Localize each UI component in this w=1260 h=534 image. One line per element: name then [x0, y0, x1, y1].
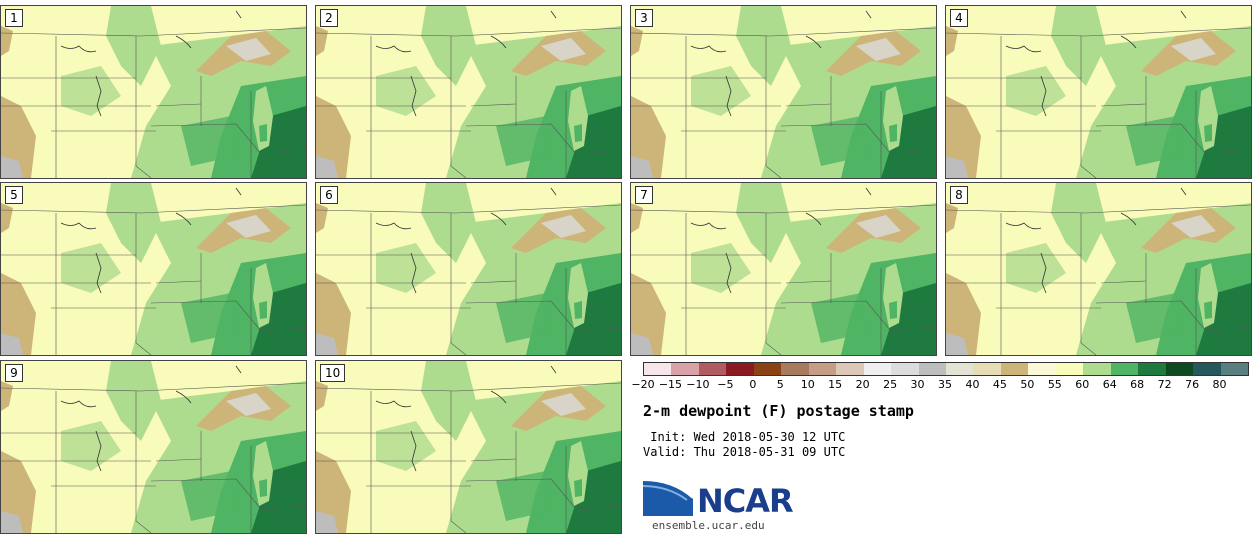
postage-stamp-panel: 10: [315, 360, 622, 534]
colorbar-segment: [836, 363, 863, 375]
dewpoint-map: [316, 361, 621, 533]
postage-stamp-panel: 4: [945, 5, 1252, 179]
dewpoint-map: [946, 183, 1251, 355]
panel-number-label: 9: [5, 364, 23, 382]
panel-number-label: 2: [320, 9, 338, 27]
panel-number-label: 4: [950, 9, 968, 27]
colorbar-tick-label: 72: [1158, 378, 1172, 391]
colorbar-tick-label: 30: [911, 378, 925, 391]
colorbar-tick-label: 60: [1075, 378, 1089, 391]
colorbar-segment: [699, 363, 726, 375]
colorbar-tick-label: −20: [631, 378, 654, 391]
valid-time: Valid: Thu 2018-05-31 09 UTC: [643, 445, 845, 459]
site-url: ensemble.ucar.edu: [652, 519, 765, 532]
colorbar: [643, 362, 1249, 376]
colorbar-tick-label: 10: [801, 378, 815, 391]
colorbar-segment: [1056, 363, 1083, 375]
colorbar-segment: [1221, 363, 1248, 375]
colorbar-tick-label: −15: [659, 378, 682, 391]
colorbar-tick-label: 20: [856, 378, 870, 391]
dewpoint-map: [1, 6, 306, 178]
colorbar-segment: [864, 363, 891, 375]
dewpoint-map: [316, 183, 621, 355]
colorbar-segment: [1028, 363, 1055, 375]
colorbar-tick-label: 55: [1048, 378, 1062, 391]
colorbar-segment: [1083, 363, 1110, 375]
colorbar-tick-label: 15: [828, 378, 842, 391]
colorbar-segment: [809, 363, 836, 375]
figure-title: 2-m dewpoint (F) postage stamp: [643, 402, 914, 420]
colorbar-segment: [781, 363, 808, 375]
dewpoint-map: [1, 361, 306, 533]
panel-number-label: 6: [320, 186, 338, 204]
colorbar-segment: [891, 363, 918, 375]
colorbar-segment: [754, 363, 781, 375]
postage-stamp-panel: 2: [315, 5, 622, 179]
colorbar-tick-label: 76: [1185, 378, 1199, 391]
postage-stamp-panel: 3: [630, 5, 937, 179]
colorbar-segment: [644, 363, 671, 375]
colorbar-tick-label: 64: [1103, 378, 1117, 391]
colorbar-tick-label: −5: [717, 378, 733, 391]
panel-number-label: 10: [320, 364, 345, 382]
colorbar-tick-label: 5: [777, 378, 784, 391]
colorbar-tick-label: 80: [1213, 378, 1227, 391]
panel-number-label: 7: [635, 186, 653, 204]
panel-number-label: 3: [635, 9, 653, 27]
postage-stamp-panel: 6: [315, 182, 622, 356]
panel-number-label: 1: [5, 9, 23, 27]
colorbar-tick-label: −10: [686, 378, 709, 391]
panel-number-label: 8: [950, 186, 968, 204]
colorbar-tick-label: 25: [883, 378, 897, 391]
postage-stamp-panel: 9: [0, 360, 307, 534]
dewpoint-map: [946, 6, 1251, 178]
colorbar-segment: [726, 363, 753, 375]
postage-stamp-panel: 1: [0, 5, 307, 179]
colorbar-tick-label: 45: [993, 378, 1007, 391]
colorbar-segment: [1193, 363, 1220, 375]
colorbar-segment: [671, 363, 698, 375]
colorbar-segment: [946, 363, 973, 375]
colorbar-segment: [973, 363, 1000, 375]
panel-number-label: 5: [5, 186, 23, 204]
colorbar-segment: [1166, 363, 1193, 375]
colorbar-tick-label: 68: [1130, 378, 1144, 391]
colorbar-segment: [1138, 363, 1165, 375]
dewpoint-map: [316, 6, 621, 178]
dewpoint-map: [631, 183, 936, 355]
colorbar-tick-label: 35: [938, 378, 952, 391]
init-time: Init: Wed 2018-05-30 12 UTC: [643, 430, 845, 444]
postage-stamp-panel: 5: [0, 182, 307, 356]
colorbar-segment: [1001, 363, 1028, 375]
colorbar-segment: [1111, 363, 1138, 375]
colorbar-tick-label: 0: [749, 378, 756, 391]
colorbar-segment: [919, 363, 946, 375]
postage-stamp-panel: 8: [945, 182, 1252, 356]
dewpoint-map: [631, 6, 936, 178]
postage-stamp-panel: 7: [630, 182, 937, 356]
ncar-logo-text: NCAR: [697, 482, 793, 520]
dewpoint-map: [1, 183, 306, 355]
colorbar-tick-label: 50: [1020, 378, 1034, 391]
colorbar-ticks: −20 −15 −10 −5 0 5 10 15 20 25 30 35 40 45 50 55 60 64 68 7…: [630, 378, 1260, 394]
colorbar-tick-label: 40: [965, 378, 979, 391]
